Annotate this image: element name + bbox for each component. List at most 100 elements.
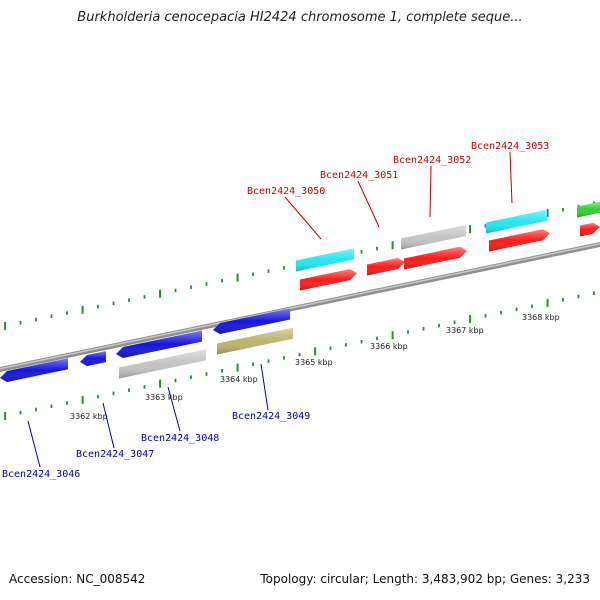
minor-tick xyxy=(376,246,378,251)
gene-shading xyxy=(486,209,547,234)
minor-tick xyxy=(407,330,409,334)
minor-tick xyxy=(35,407,37,412)
gene-label-bottom[interactable]: Bcen2424_3049 xyxy=(232,411,310,422)
major-tick xyxy=(391,241,394,250)
minor-tick xyxy=(190,285,192,289)
major-tick xyxy=(546,208,549,217)
gene-shading xyxy=(367,258,405,276)
minor-tick xyxy=(66,311,68,315)
gene-shading xyxy=(577,201,600,218)
major-tick xyxy=(159,379,162,388)
gene-label-bottom[interactable]: Bcen2424_3047 xyxy=(76,449,154,460)
gene-block-red[interactable] xyxy=(404,246,467,270)
minor-tick xyxy=(66,401,68,405)
gene-block-blue[interactable] xyxy=(213,308,290,335)
gene-label-top[interactable]: Bcen2424_3052 xyxy=(393,155,471,166)
scale-labels: 3362 kbp 3363 kbp 3364 kbp 3365 kbp 3366… xyxy=(70,313,560,421)
minor-tick xyxy=(531,304,533,308)
minor-tick xyxy=(50,314,53,319)
gene-label-top[interactable]: Bcen2424_3053 xyxy=(471,141,549,152)
gene-shading xyxy=(0,358,68,382)
major-tick xyxy=(236,363,239,372)
major-tick xyxy=(159,289,162,298)
minor-tick xyxy=(19,410,22,415)
minor-tick xyxy=(577,294,580,299)
major-tick xyxy=(469,315,472,324)
gene-block-blue[interactable] xyxy=(0,358,68,382)
gene-shading xyxy=(580,222,600,237)
minor-tick xyxy=(593,291,595,296)
minor-tick xyxy=(97,394,99,399)
gene-label-top[interactable]: Bcen2424_3051 xyxy=(320,170,398,181)
leader-bcen2424-3053 xyxy=(509,151,513,204)
gene-label-bottom[interactable]: Bcen2424_3046 xyxy=(2,469,80,480)
minor-tick xyxy=(484,224,487,228)
minor-tick xyxy=(484,314,487,318)
gene-block-cyan[interactable] xyxy=(296,248,354,272)
minor-tick xyxy=(221,369,223,373)
leader-bcen2424-3052 xyxy=(429,165,432,218)
minor-tick xyxy=(562,297,564,302)
minor-tick xyxy=(267,359,270,363)
gene-block-cyan[interactable] xyxy=(486,209,547,234)
major-tick xyxy=(4,411,7,420)
gene-shading xyxy=(404,246,467,270)
scale-label: 3364 kbp xyxy=(220,375,258,384)
scale-label: 3366 kbp xyxy=(370,342,408,351)
gene-block-green[interactable] xyxy=(577,201,600,218)
gene-block-olive[interactable] xyxy=(217,327,293,355)
minor-tick xyxy=(252,272,254,277)
minor-tick xyxy=(329,346,332,350)
minor-tick xyxy=(174,378,177,383)
gene-block-blue[interactable] xyxy=(80,351,106,366)
gene-shading xyxy=(213,308,290,334)
gene-block-red[interactable] xyxy=(489,229,550,252)
major-tick xyxy=(4,321,7,330)
leader-bcen2424-3050 xyxy=(284,196,322,240)
gene-shading xyxy=(119,349,206,379)
minor-tick xyxy=(360,249,363,254)
major-tick xyxy=(314,347,317,356)
minor-tick xyxy=(174,288,177,293)
gene-shading xyxy=(296,248,354,272)
minor-tick xyxy=(360,339,363,344)
scale-label: 3367 kbp xyxy=(446,326,484,335)
gene-block-red[interactable] xyxy=(300,269,357,291)
major-tick xyxy=(391,331,394,340)
scale-label: 3363 kbp xyxy=(145,393,183,402)
label-leaders xyxy=(27,151,513,468)
scale-label: 3365 kbp xyxy=(295,358,333,367)
sequence-summary: Topology: circular; Length: 3,483,902 bp… xyxy=(260,572,590,586)
minor-tick xyxy=(252,362,254,367)
minor-tick xyxy=(50,404,53,409)
major-tick xyxy=(546,298,549,307)
minor-tick xyxy=(283,356,285,360)
minor-tick xyxy=(562,207,564,212)
gene-block-gray[interactable] xyxy=(119,349,206,379)
gene-shading xyxy=(217,327,293,355)
major-tick xyxy=(469,225,472,234)
minor-tick xyxy=(221,279,223,283)
map-footer: Accession: NC_008542 Topology: circular;… xyxy=(0,572,600,592)
minor-tick xyxy=(283,266,285,270)
leader-bcen2424-3047 xyxy=(102,402,115,449)
minor-tick xyxy=(112,391,115,396)
gene-block-gray[interactable] xyxy=(401,225,466,250)
minor-tick xyxy=(128,298,130,302)
gene-label-top[interactable]: Bcen2424_3050 xyxy=(247,186,325,197)
gene-label-bottom[interactable]: Bcen2424_3048 xyxy=(141,433,219,444)
gene-labels[interactable]: Bcen2424_3050 Bcen2424_3051 Bcen2424_305… xyxy=(2,141,549,480)
gene-blocks[interactable] xyxy=(0,201,600,382)
gene-block-red[interactable] xyxy=(367,258,405,276)
gene-block-red[interactable] xyxy=(580,222,600,237)
minor-tick xyxy=(205,282,208,286)
minor-tick xyxy=(143,385,146,389)
minor-tick xyxy=(376,336,378,341)
minor-tick xyxy=(128,388,130,392)
gene-block-blue[interactable] xyxy=(116,330,202,358)
minor-tick xyxy=(515,307,518,312)
minor-tick xyxy=(112,301,115,306)
minor-tick xyxy=(97,304,99,309)
minor-tick xyxy=(453,320,456,325)
